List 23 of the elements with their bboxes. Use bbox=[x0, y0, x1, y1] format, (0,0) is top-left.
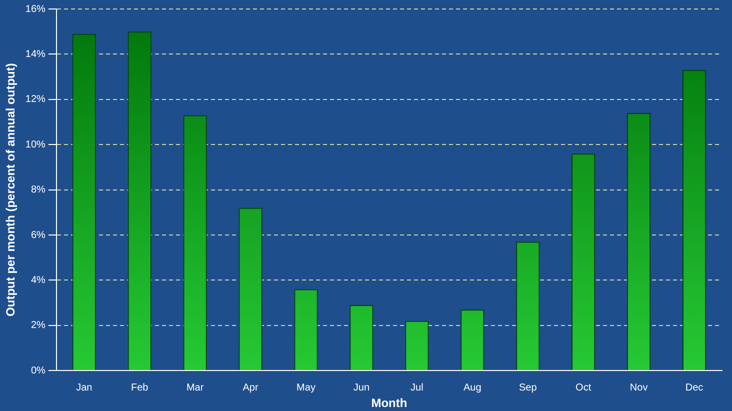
y-tick-label: 6% bbox=[30, 230, 46, 241]
x-tick-label: Feb bbox=[130, 382, 149, 394]
y-tick-label: 10% bbox=[25, 139, 46, 150]
y-tick-label: 2% bbox=[30, 320, 46, 332]
y-tick-label: 12% bbox=[25, 94, 46, 106]
x-tick-label: Aug bbox=[464, 382, 482, 394]
x-tick-label: Nov bbox=[630, 382, 648, 394]
x-tick-label: Apr bbox=[242, 382, 259, 394]
x-tick-label: May bbox=[296, 382, 316, 394]
y-tick-label: 14% bbox=[25, 48, 46, 60]
x-tick-label: Jun bbox=[353, 382, 370, 394]
y-tick-label: 16% bbox=[25, 4, 46, 15]
y-axis-title: Output per month (percent of annual output) bbox=[4, 63, 18, 316]
x-axis-title: Month bbox=[371, 396, 408, 410]
x-tick-label: Dec bbox=[685, 382, 704, 394]
y-tick-label: 0% bbox=[30, 365, 46, 376]
x-tick-label: Sep bbox=[518, 382, 538, 394]
y-tick-label: 8% bbox=[30, 184, 46, 196]
x-tick-label: Mar bbox=[186, 382, 204, 394]
x-tick-label: Oct bbox=[576, 382, 592, 394]
y-tick-label: 4% bbox=[30, 274, 46, 286]
x-tick-label: Jan bbox=[76, 382, 92, 394]
x-tick-label: Jul bbox=[410, 382, 424, 394]
